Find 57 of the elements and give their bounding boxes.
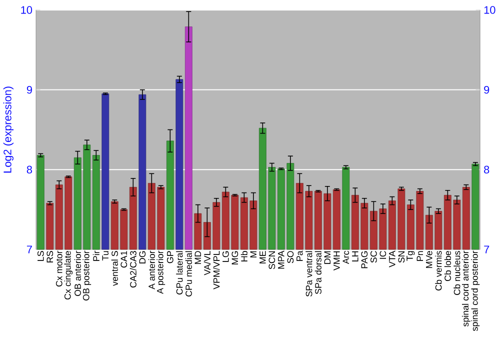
x-tick-label: Cb lobe — [444, 250, 451, 281]
x-tick-label: DG — [139, 251, 146, 264]
y2-tick-label: 10 — [484, 6, 496, 14]
x-tick-label: SPa ventral — [306, 251, 312, 296]
x-tick-label: Pn — [416, 251, 423, 261]
x-tick-label: OB anterior — [74, 250, 81, 296]
x-tick-label: Pa — [296, 250, 303, 261]
x-tick-label: GP — [166, 251, 174, 264]
x-tick-label: Tg — [406, 251, 415, 261]
x-tick-label: Pir — [92, 250, 100, 261]
x-tick-label: M — [250, 251, 256, 258]
x-tick-label: spinal cord posterior — [471, 250, 480, 331]
y2-tick-label: 7 — [484, 246, 490, 254]
x-tick-label: MPA — [278, 250, 284, 269]
x-tick-label: Tu — [102, 251, 109, 260]
x-tick-label: CPu medial — [185, 251, 192, 296]
y-tick-label: 10 — [21, 6, 32, 14]
x-tick-label: Cx cingulate — [64, 250, 73, 300]
x-tick-label: SCN — [268, 251, 276, 270]
y2-tick-label: 9 — [484, 86, 490, 94]
x-tick-label: CA1 — [120, 250, 128, 268]
x-tick-label: VPM/VPL — [213, 250, 220, 290]
y-tick-label: 9 — [26, 86, 32, 94]
x-tick-label: VMH — [334, 251, 340, 270]
x-tick-label: spinal cord anterior — [462, 250, 470, 326]
x-tick-label: Cb vermis — [435, 250, 442, 290]
x-tick-label: Hb — [240, 250, 248, 262]
x-tick-label: MG — [232, 251, 238, 264]
x-tick-label: OB posterior — [82, 250, 92, 300]
x-tick-label: VTA — [389, 250, 396, 268]
x-tick-label: LS — [37, 250, 44, 261]
x-tick-label: ME — [260, 250, 266, 264]
x-tick-label: CA2/CA3 — [130, 250, 136, 288]
x-tick-label: SN — [398, 251, 405, 263]
x-tick-label: LH — [352, 251, 358, 262]
x-tick-label: SC — [370, 250, 377, 263]
x-tick-label: MVe — [426, 250, 432, 268]
x-tick-label: Cx motor — [56, 250, 62, 286]
x-tick-label: VA/VL — [204, 250, 210, 276]
x-tick-label: DM — [324, 251, 330, 264]
x-tick-label: CPu lateral — [176, 251, 183, 294]
x-tick-label: PAG — [361, 251, 368, 268]
x-tick-label: IC — [380, 250, 386, 259]
x-tick-label: SPa dorsal — [314, 251, 322, 294]
y2-tick-label: 8 — [484, 166, 490, 174]
y-tick-label: 8 — [26, 166, 32, 174]
x-tick-label: ventral S — [111, 250, 118, 286]
x-tick-label: MD — [194, 250, 201, 264]
x-tick-label: SO — [287, 250, 294, 264]
x-tick-label: Arc — [342, 250, 350, 264]
x-tick-label: A anterior — [148, 250, 155, 290]
x-tick-label: LG — [222, 251, 229, 262]
x-tick-label: A posterior — [156, 250, 166, 294]
x-tick-label: Cb nucleus — [454, 250, 460, 295]
y-axis-title: Log2 (expression) — [3, 86, 14, 172]
x-tick-label: RS — [46, 250, 54, 262]
y-tick-label: 7 — [26, 246, 32, 254]
